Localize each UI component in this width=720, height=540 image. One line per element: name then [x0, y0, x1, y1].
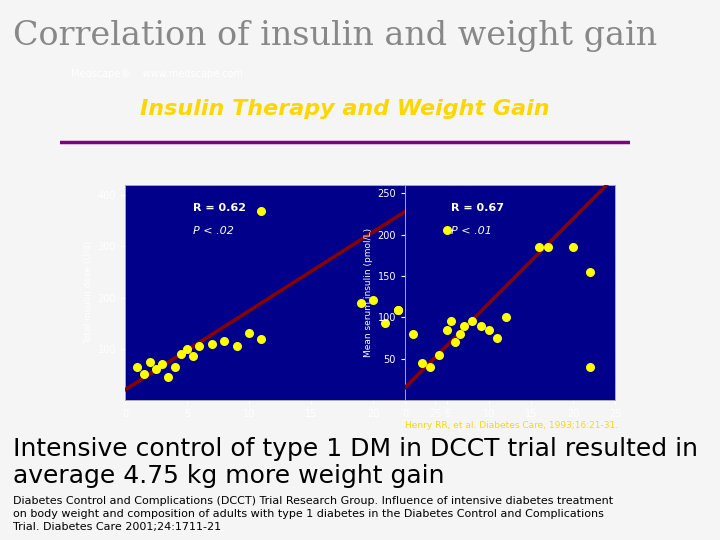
Point [475, 321, 487, 330]
Point [542, 242, 554, 251]
Point [231, 342, 243, 350]
Point [256, 206, 267, 215]
Point [150, 365, 162, 374]
Point [163, 373, 174, 381]
Point [425, 362, 436, 371]
Point [454, 329, 465, 338]
Point [138, 370, 149, 379]
Text: P < .01: P < .01 [451, 226, 492, 237]
Text: Insulin Therapy and Weight Gain: Insulin Therapy and Weight Gain [140, 99, 550, 119]
Point [392, 306, 404, 315]
Text: Intensive control of type 1 DM in DCCT trial resulted in
average 4.75 kg more we: Intensive control of type 1 DM in DCCT t… [13, 437, 698, 488]
Y-axis label: Mean serum insulin (pmol/L): Mean serum insulin (pmol/L) [364, 228, 373, 357]
Point [567, 242, 579, 251]
Point [206, 339, 217, 348]
Point [194, 342, 205, 350]
Point [181, 345, 193, 353]
Point [169, 362, 181, 371]
Text: R = 0.62: R = 0.62 [193, 203, 246, 213]
Point [584, 267, 595, 276]
Point [175, 349, 186, 358]
Text: P < .02: P < .02 [193, 226, 234, 237]
Point [449, 338, 461, 347]
Point [492, 334, 503, 342]
Point [144, 357, 156, 366]
Point [433, 350, 444, 359]
Point [458, 321, 469, 330]
Text: R = 0.67: R = 0.67 [451, 203, 504, 213]
Point [584, 362, 595, 371]
Point [446, 317, 457, 326]
Text: Diabetes Control and Complications (DCCT) Trial Research Group. Influence of int: Diabetes Control and Complications (DCCT… [13, 496, 613, 532]
Point [187, 352, 199, 361]
Point [156, 360, 168, 368]
Point [218, 337, 230, 346]
Point [367, 296, 379, 305]
Point [355, 299, 366, 307]
Point [392, 306, 404, 315]
Point [256, 334, 267, 343]
Point [379, 319, 391, 328]
Point [467, 317, 478, 326]
Point [243, 329, 255, 338]
Y-axis label: Total insulin dose (U/d): Total insulin dose (U/d) [84, 241, 94, 344]
Point [500, 313, 511, 322]
Point [132, 362, 143, 371]
Text: Henry RR, et al. Diabetes Care, 1993;16:21-31.: Henry RR, et al. Diabetes Care, 1993;16:… [405, 421, 618, 429]
Point [534, 242, 545, 251]
Point [483, 326, 495, 334]
Point [408, 329, 419, 338]
Point [441, 226, 453, 235]
Point [441, 326, 453, 334]
Text: Correlation of insulin and weight gain: Correlation of insulin and weight gain [13, 20, 657, 52]
Text: Medscape®    www.medscape.com: Medscape® www.medscape.com [71, 69, 243, 79]
Point [416, 359, 428, 367]
